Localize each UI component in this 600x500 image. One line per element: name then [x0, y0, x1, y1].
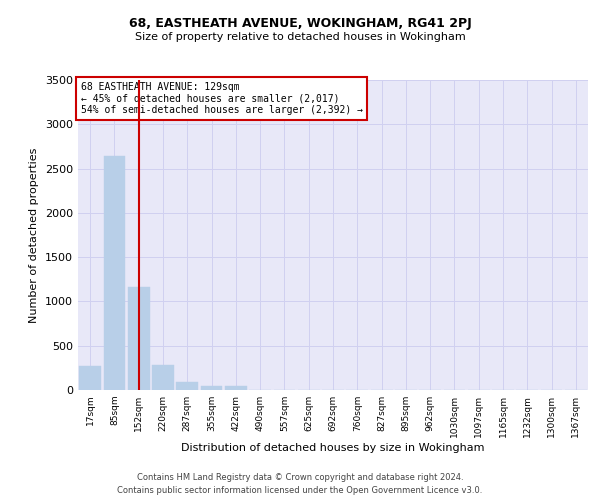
- Bar: [79, 366, 101, 390]
- X-axis label: Distribution of detached houses by size in Wokingham: Distribution of detached houses by size …: [181, 442, 485, 452]
- Bar: [104, 156, 125, 390]
- Text: Contains HM Land Registry data © Crown copyright and database right 2024.: Contains HM Land Registry data © Crown c…: [137, 474, 463, 482]
- Text: 68 EASTHEATH AVENUE: 129sqm
← 45% of detached houses are smaller (2,017)
54% of : 68 EASTHEATH AVENUE: 129sqm ← 45% of det…: [80, 82, 362, 115]
- Text: 68, EASTHEATH AVENUE, WOKINGHAM, RG41 2PJ: 68, EASTHEATH AVENUE, WOKINGHAM, RG41 2P…: [128, 18, 472, 30]
- Text: Size of property relative to detached houses in Wokingham: Size of property relative to detached ho…: [134, 32, 466, 42]
- Bar: [128, 288, 149, 390]
- Bar: [200, 386, 223, 390]
- Bar: [152, 365, 174, 390]
- Text: Contains public sector information licensed under the Open Government Licence v3: Contains public sector information licen…: [118, 486, 482, 495]
- Bar: [176, 382, 198, 390]
- Y-axis label: Number of detached properties: Number of detached properties: [29, 148, 40, 322]
- Bar: [225, 386, 247, 390]
